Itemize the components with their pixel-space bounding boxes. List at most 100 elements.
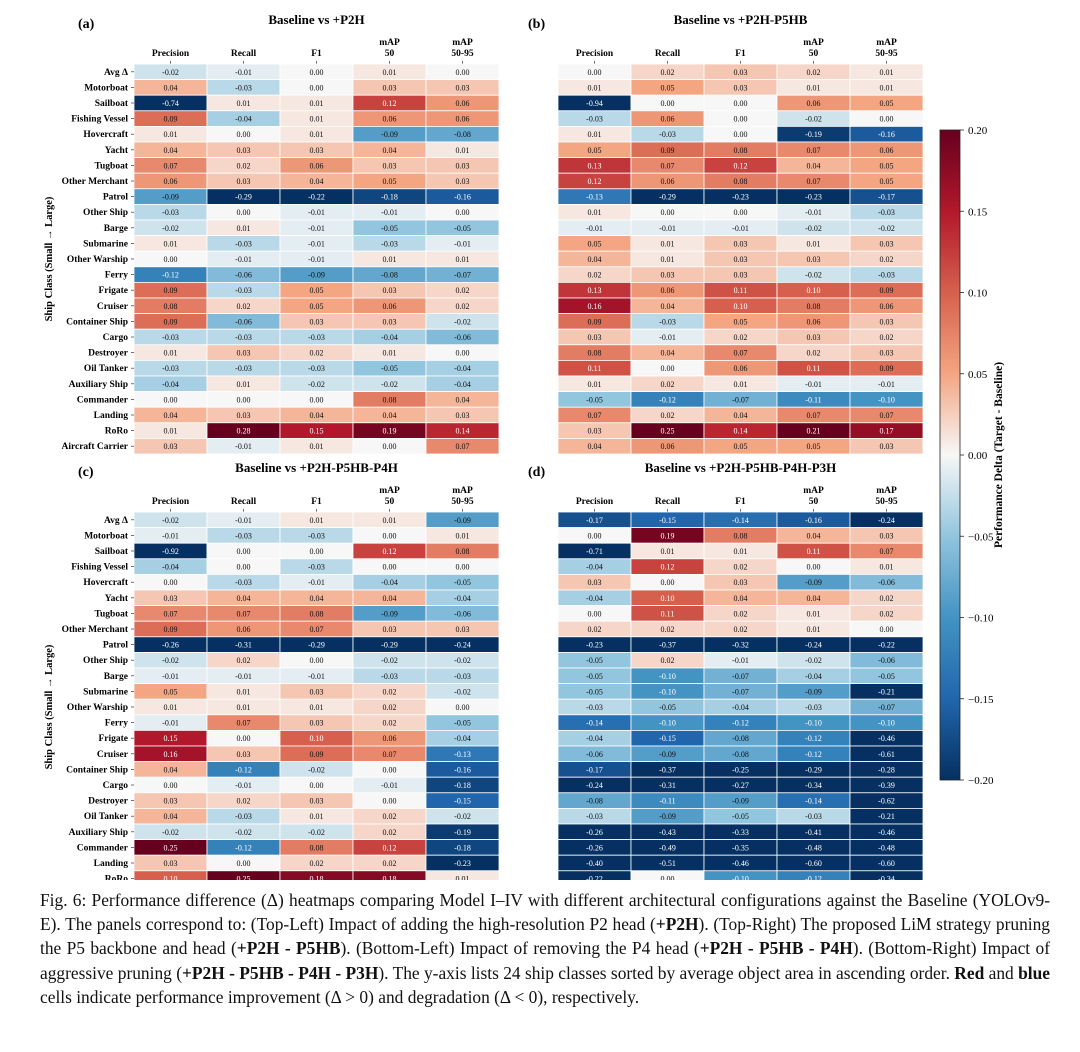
cell-value: -0.26 (162, 641, 179, 650)
cell-value: 0.01 (456, 531, 470, 540)
cell-value: 0.05 (880, 99, 894, 108)
cell-value: 0.03 (310, 719, 324, 728)
cell-value: -0.01 (308, 224, 325, 233)
cell-value: 0.03 (880, 531, 894, 540)
cell-value: 0.04 (310, 411, 324, 420)
column-label: 50-95 (451, 497, 473, 507)
column-label: mAP (876, 38, 897, 48)
cell-value: 0.01 (807, 83, 821, 92)
cell-value: -0.06 (878, 656, 895, 665)
panel-title: Baseline vs +P2H-P5HB (674, 12, 808, 27)
cell-value: 0.06 (807, 99, 821, 108)
cell-value: -0.09 (308, 271, 325, 280)
cell-value: -0.03 (659, 130, 676, 139)
column-label: F1 (735, 497, 746, 507)
cell-value: 0.07 (661, 161, 675, 170)
cell-value: 0.04 (164, 812, 178, 821)
cell-value: -0.24 (454, 641, 471, 650)
cell-value: 0.19 (383, 427, 397, 436)
cell-value: -0.46 (878, 828, 895, 837)
cell-value: -0.02 (162, 656, 179, 665)
cell-value: -0.12 (162, 271, 179, 280)
row-label: Sailboat (95, 547, 129, 557)
cell-value: 0.09 (880, 364, 894, 373)
cell-value: 0.02 (661, 68, 675, 77)
cell-value: -0.07 (732, 672, 749, 681)
cell-value: 0.01 (237, 687, 251, 696)
cell-value: -0.10 (878, 395, 895, 404)
cell-value: -0.03 (454, 672, 471, 681)
cell-value: 0.05 (588, 239, 602, 248)
cell-value: 0.09 (588, 317, 602, 326)
cell-value: -0.03 (235, 531, 252, 540)
cell-value: 0.01 (383, 255, 397, 264)
cell-value: 0.00 (164, 395, 178, 404)
cell-value: -0.02 (162, 224, 179, 233)
cell-value: 0.07 (807, 146, 821, 155)
cell-value: 0.03 (164, 859, 178, 868)
column-label: Recall (231, 49, 257, 59)
cell-value: 0.11 (661, 609, 675, 618)
cell-value: -0.04 (586, 594, 603, 603)
cell-value: 0.00 (310, 547, 324, 556)
cell-value: 0.03 (734, 255, 748, 264)
cell-value: -0.06 (586, 750, 603, 759)
cell-value: -0.04 (381, 333, 398, 342)
cell-value: -0.18 (381, 193, 398, 202)
cell-value: -0.71 (586, 547, 603, 556)
cell-value: 0.25 (661, 427, 675, 436)
cell-value: -0.03 (805, 812, 822, 821)
cell-value: 0.00 (383, 531, 397, 540)
cell-value: 0.02 (661, 380, 675, 389)
cell-value: -0.03 (586, 115, 603, 124)
cell-value: 0.12 (734, 161, 748, 170)
cell-value: 0.03 (456, 625, 470, 634)
cell-value: -0.03 (308, 563, 325, 572)
cell-value: 0.03 (383, 83, 397, 92)
column-label: Precision (576, 49, 614, 59)
row-label: RoRo (105, 427, 128, 437)
row-label: Container Ship (66, 317, 128, 327)
cell-value: -0.04 (586, 734, 603, 743)
cell-value: -0.05 (454, 578, 471, 587)
cell-value: -0.01 (381, 781, 398, 790)
cell-value: 0.07 (456, 442, 470, 451)
cell-value: 0.04 (310, 594, 324, 603)
cell-value: 0.02 (456, 302, 470, 311)
cell-value: -0.17 (586, 765, 603, 774)
cell-value: 0.00 (237, 734, 251, 743)
cell-value: 0.00 (734, 208, 748, 217)
panel-title: Baseline vs +P2H (268, 12, 364, 27)
cell-value: 0.01 (588, 83, 602, 92)
cell-value: 0.01 (237, 99, 251, 108)
cell-value: 0.12 (588, 177, 602, 186)
cell-value: -0.28 (878, 765, 895, 774)
cell-value: 0.03 (807, 255, 821, 264)
cell-value: 0.02 (456, 286, 470, 295)
cell-value: 0.18 (383, 875, 397, 880)
cell-value: -0.15 (454, 797, 471, 806)
cell-value: -0.08 (454, 130, 471, 139)
caption-text: ). The y-axis lists 24 ship classes sort… (378, 962, 955, 983)
cell-value: 0.17 (880, 427, 894, 436)
cell-value: 0.01 (880, 563, 894, 572)
row-label: Other Warship (67, 703, 128, 713)
row-label: Oil Tanker (84, 364, 129, 374)
cell-value: 0.09 (164, 317, 178, 326)
cell-value: 0.01 (237, 380, 251, 389)
cell-value: -0.02 (381, 380, 398, 389)
cell-value: -0.21 (878, 812, 895, 821)
colorbar-tick-label: 0.20 (968, 125, 988, 137)
cell-value: -0.10 (659, 672, 676, 681)
cell-value: -0.10 (659, 719, 676, 728)
cell-value: -0.09 (732, 797, 749, 806)
cell-value: 0.02 (734, 333, 748, 342)
cell-value: 0.03 (237, 177, 251, 186)
cell-value: -0.11 (805, 395, 821, 404)
row-label: Tugboat (95, 161, 129, 171)
caption-text: ). (Bottom-Right) Impact of aggressive p… (40, 938, 1050, 983)
cell-value: -0.05 (732, 812, 749, 821)
cell-value: 0.04 (661, 302, 675, 311)
cell-value: 0.03 (383, 286, 397, 295)
row-label: Avg Δ (104, 68, 128, 78)
